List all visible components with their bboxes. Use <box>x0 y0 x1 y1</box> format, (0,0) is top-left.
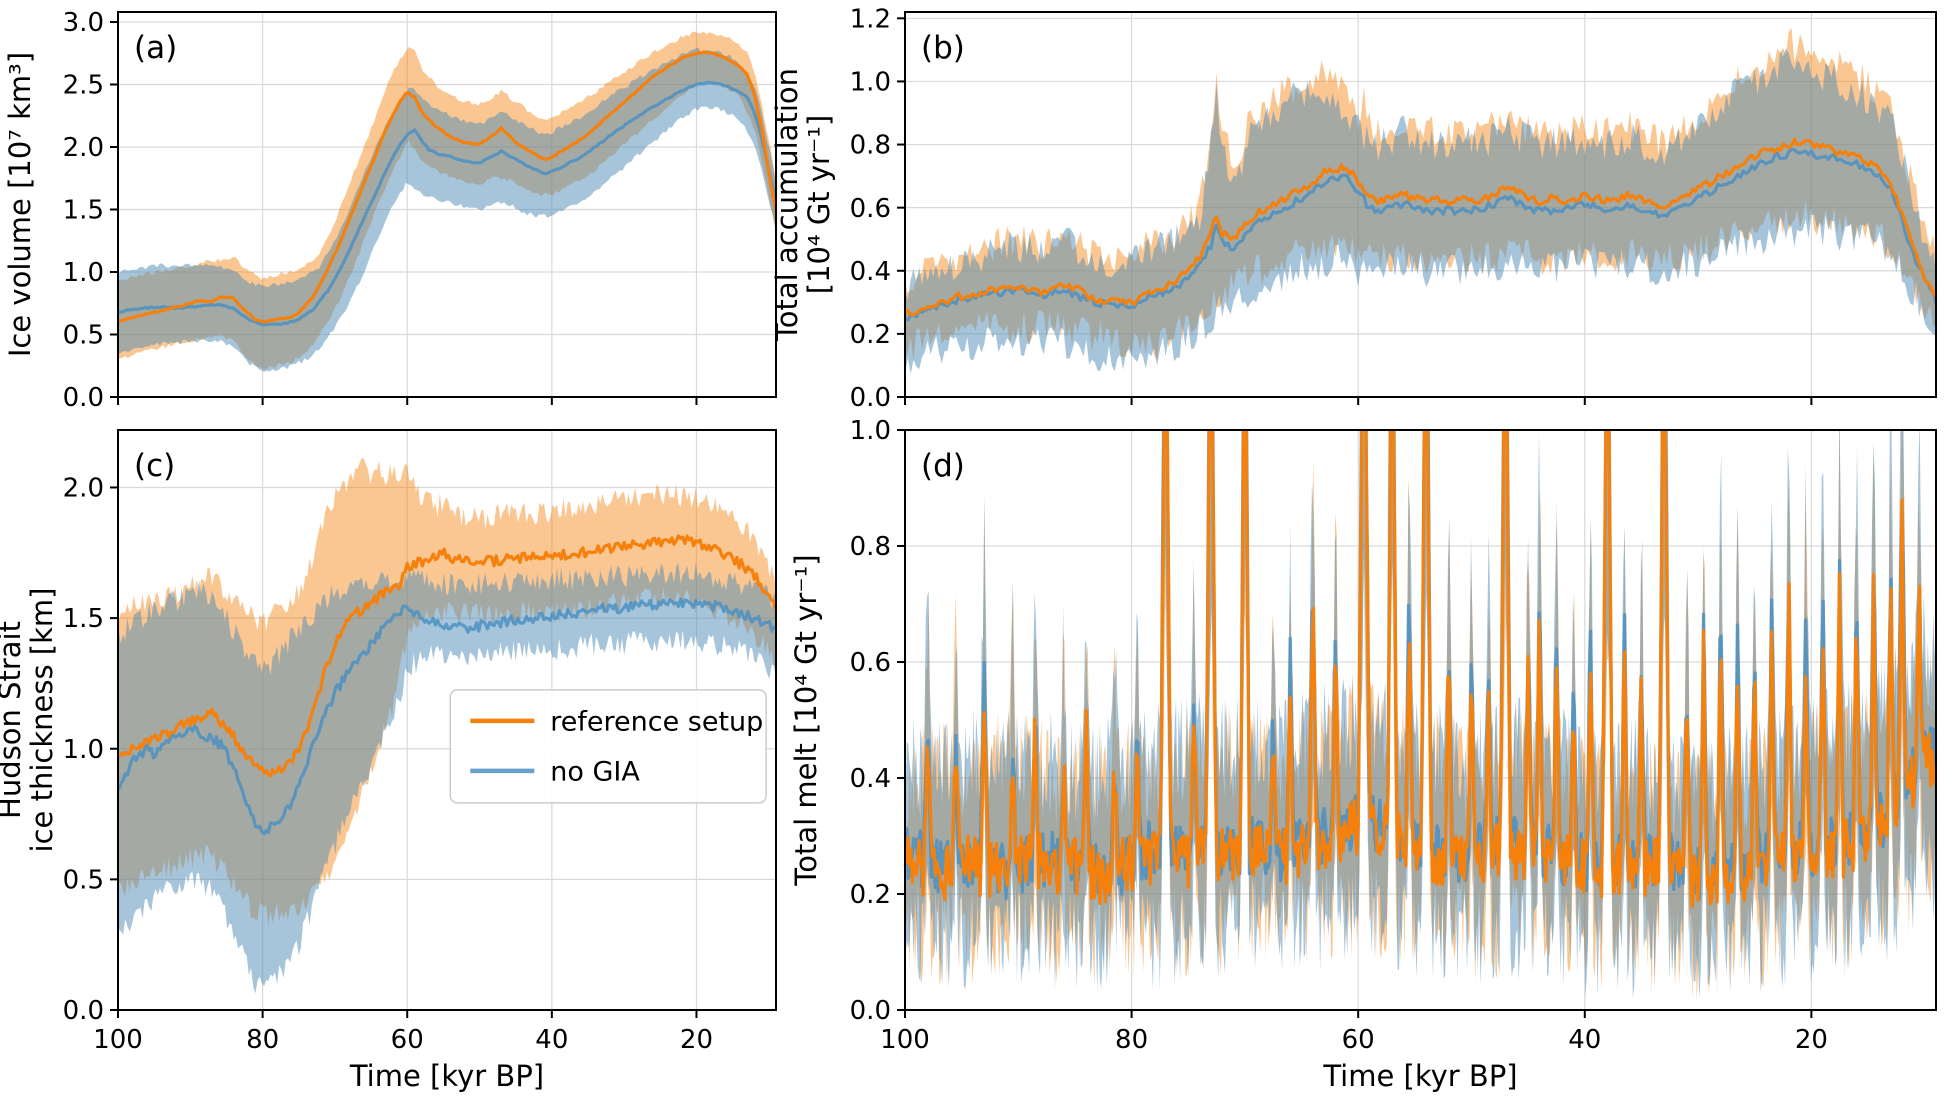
y-tick-label: 0.6 <box>850 194 891 224</box>
legend-box <box>449 689 767 804</box>
panel-a: 0.0 0.5 1.0 1.5 2.0 2.5 3.0 Ice volume [10⁷ km³… <box>3 8 777 413</box>
y-axis-label: Hudson Strait <box>0 621 27 819</box>
y-tick-label: 0.0 <box>63 996 104 1026</box>
y-tick-label: 0.5 <box>63 321 104 351</box>
y-axis-label: Ice volume [10⁷ km³] <box>3 52 37 357</box>
tick-marks-and-labels: 100 80 60 40 20 0.0 0.2 0.4 0.6 0.8 1.0 <box>850 416 1828 1055</box>
x-axis-label: Time [kyr BP] <box>1322 1059 1517 1093</box>
plot-area <box>905 27 1936 375</box>
x-tick-label: 60 <box>1342 1025 1375 1055</box>
y-axis-label: ice thickness [km] <box>25 588 59 853</box>
y-tick-label: 0.8 <box>850 532 891 562</box>
legend-label-no_gia: no GIA <box>550 756 640 787</box>
y-tick-label: 0.5 <box>63 865 104 895</box>
panel-letter-a: (a) <box>134 30 177 66</box>
y-tick-label: 1.0 <box>850 416 891 446</box>
x-tick-label: 60 <box>391 1025 424 1055</box>
panel-letter-d: (d) <box>921 448 965 484</box>
axes-spine <box>117 11 777 398</box>
y-tick-label: 0.8 <box>850 131 891 161</box>
y-tick-label: 0.0 <box>850 996 891 1026</box>
axes-spine <box>904 11 1937 398</box>
panel-d: 100 80 60 40 20 0.0 0.2 0.4 0.6 0.8 1.0 Total melt … <box>789 416 1937 1093</box>
y-tick-label: 2.0 <box>63 474 104 504</box>
y-tick-label: 0.2 <box>850 880 891 910</box>
line-reference <box>905 430 1936 908</box>
y-tick-label: 3.0 <box>63 8 104 38</box>
line-no_gia <box>905 148 1936 322</box>
x-tick-label: 80 <box>1115 1025 1148 1055</box>
y-tick-label: 0.6 <box>850 648 891 678</box>
y-tick-label: 1.5 <box>63 604 104 634</box>
legend-label-reference: reference setup <box>550 706 763 737</box>
band-no_gia <box>118 562 776 994</box>
plot-area <box>905 430 1936 1002</box>
line-reference <box>905 137 1936 317</box>
band-no_gia <box>118 47 776 372</box>
plot-area <box>118 31 776 372</box>
x-tick-label: 40 <box>535 1025 568 1055</box>
y-tick-label: 0.4 <box>850 257 891 287</box>
tick-marks-and-labels: 100 80 60 40 20 0.0 0.5 1.0 1.5 2.0 <box>63 474 713 1055</box>
y-tick-label: 1.2 <box>850 4 891 34</box>
legend: reference setup no GIA <box>449 689 767 804</box>
y-tick-label: 0.0 <box>850 383 891 413</box>
x-tick-label: 20 <box>1795 1025 1828 1055</box>
line-no_gia <box>118 80 776 327</box>
x-tick-label: 80 <box>246 1025 279 1055</box>
x-axis-label: Time [kyr BP] <box>349 1059 544 1093</box>
x-tick-label: 20 <box>680 1025 713 1055</box>
plot-area <box>118 458 776 994</box>
band-no_gia <box>905 48 1936 375</box>
y-tick-label: 1.5 <box>63 196 104 226</box>
panel-c: 100 80 60 40 20 0.0 0.5 1.0 1.5 2.0 Hudson Straiti… <box>0 429 777 1093</box>
y-axis-label: Total accumulation <box>770 68 804 342</box>
y-axis-label: [10⁴ Gt yr⁻¹] <box>802 115 836 294</box>
y-tick-label: 1.0 <box>63 258 104 288</box>
panel-b: 0.0 0.2 0.4 0.6 0.8 1.0 1.2 Total accumulation[… <box>770 4 1937 413</box>
y-tick-label: 1.0 <box>850 68 891 98</box>
y-tick-label: 1.0 <box>63 735 104 765</box>
x-tick-label: 100 <box>880 1025 930 1055</box>
x-tick-label: 100 <box>93 1025 143 1055</box>
x-tick-label: 40 <box>1568 1025 1601 1055</box>
line-reference <box>118 50 776 324</box>
axes-spine <box>904 429 1937 1011</box>
y-tick-label: 2.5 <box>63 71 104 101</box>
axes-spine <box>117 429 777 1011</box>
y-axis-label: Total melt [10⁴ Gt yr⁻¹] <box>789 554 823 886</box>
line-reference <box>118 534 776 778</box>
tick-marks-and-labels: 0.0 0.5 1.0 1.5 2.0 2.5 3.0 <box>63 8 698 413</box>
panel-letter-c: (c) <box>134 448 175 484</box>
tick-marks-and-labels: 0.0 0.2 0.4 0.6 0.8 1.0 1.2 <box>850 4 1813 413</box>
y-tick-label: 0.0 <box>63 383 104 413</box>
panel-letter-b: (b) <box>921 30 965 66</box>
y-tick-label: 0.2 <box>850 320 891 350</box>
y-tick-label: 2.0 <box>63 133 104 163</box>
line-no_gia <box>118 597 776 836</box>
y-tick-label: 0.4 <box>850 764 891 794</box>
